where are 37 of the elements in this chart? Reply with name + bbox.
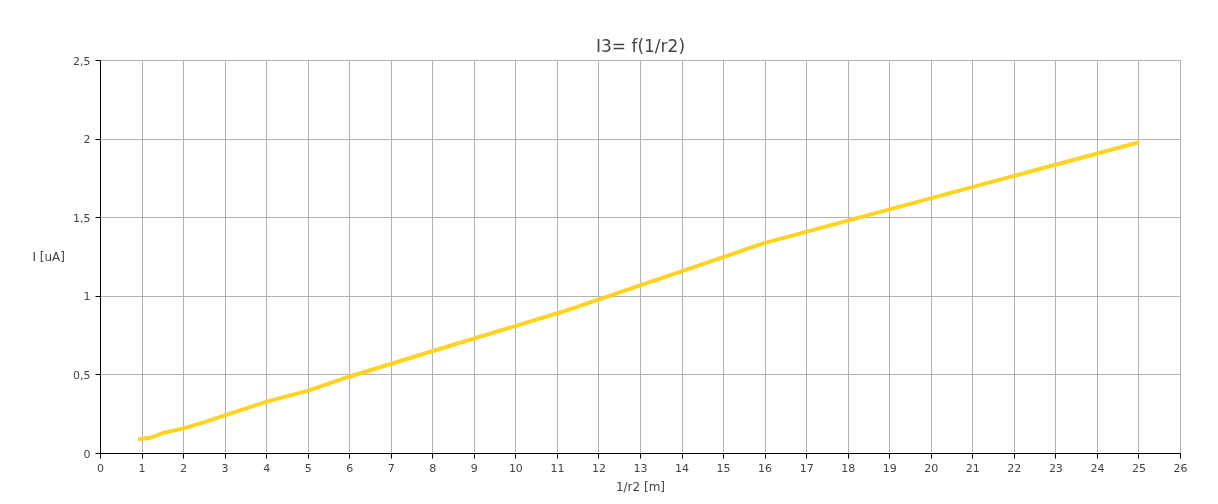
x-tick-label: 15 [716,461,731,475]
x-tick-label: 18 [841,461,856,475]
x-tick-label: 12 [591,461,606,475]
y-axis-title: I [uA] [32,250,66,264]
chart-title: I3= f(1/r2) [595,35,686,56]
x-tick-label: 3 [221,461,229,475]
line-series [135,140,1141,442]
x-tick-label: 5 [304,461,312,475]
x-tick-label: 25 [1131,461,1146,475]
x-tick-label: 17 [799,461,814,475]
x-tick-label: 9 [470,461,478,475]
x-tick-label: 20 [924,461,939,475]
x-tick-label: 0 [97,461,104,475]
y-tick-label: 2 [83,133,91,147]
x-tick-label: 23 [1048,461,1063,475]
y-tick-label: 0 [83,447,91,461]
x-tick-label: 14 [675,461,690,475]
x-tick-label: 22 [1007,461,1022,475]
y-tick-label: 0,5 [73,368,91,382]
x-tick-label: 2 [180,461,188,475]
x-axis-title: 1/r2 [m] [615,479,666,494]
x-tick-label: 6 [346,461,354,475]
x-tick-label: 26 [1173,461,1188,475]
x-tick-label: 1 [138,461,146,475]
x-tick-label: 16 [758,461,773,475]
y-tick-label: 1,5 [73,211,91,225]
x-tick-label: 11 [550,461,565,475]
x-tick-label: 24 [1090,461,1105,475]
y-tick-label: 1 [83,290,91,304]
x-tick-label: 4 [263,461,271,475]
x-tick-label: 19 [882,461,897,475]
x-tick-label: 10 [508,461,523,475]
x-tick-label: 8 [429,461,437,475]
y-tick-label: 2,5 [73,54,91,68]
x-tick-label: 13 [633,461,648,475]
x-tick-label: 21 [965,461,980,475]
x-tick-label: 7 [387,461,395,475]
